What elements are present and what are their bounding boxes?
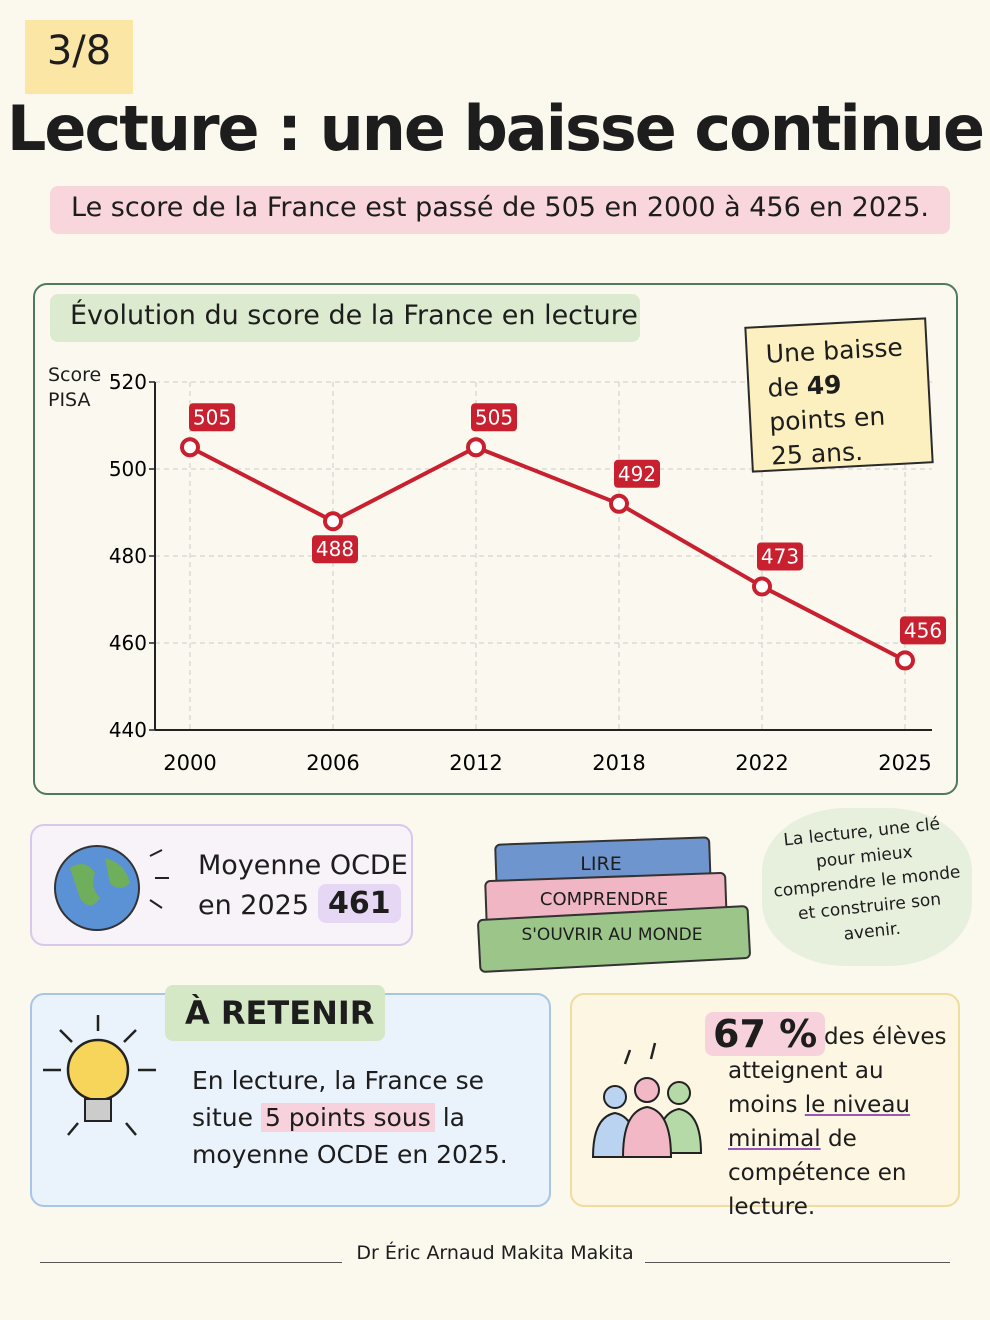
annotation-number: 49 (805, 369, 843, 401)
retenir-line: la moyenne OCDE en 2025. (192, 1103, 508, 1169)
students-text: des élèves atteignent au moins le niveau… (728, 1020, 948, 1224)
x-tick-label: 2012 (449, 751, 502, 775)
footer: Dr Éric Arnaud Makita Makita (356, 1242, 634, 1264)
y-tick-label: 460 (109, 631, 147, 655)
point (180, 437, 200, 458)
footer-rule (40, 1262, 342, 1263)
x-tick-label: 2025 (878, 751, 931, 775)
x-tick-label: 2006 (306, 751, 359, 775)
subtitle: Le score de la France est passé de 505 e… (71, 192, 929, 223)
book-label: S'OUVRIR AU MONDE (521, 925, 703, 945)
y-axis-label: Score PISA (48, 364, 102, 411)
point (609, 493, 629, 514)
retenir-title-bg (165, 985, 385, 1041)
people-icon (591, 1042, 703, 1158)
value-label-bg (312, 535, 358, 564)
value-label-bg (900, 616, 946, 645)
point (466, 437, 486, 458)
quote-bg (762, 808, 972, 966)
value-label: 473 (761, 544, 799, 568)
bulb-icon (43, 1015, 156, 1136)
chart-title-bg (50, 294, 640, 342)
footer-rule (645, 1262, 950, 1263)
annotation-box: Une baisse de 49 points en 25 ans. (744, 317, 934, 473)
annotation-text: points en 25 ans. (768, 401, 886, 471)
retenir-line: En lecture, la France se situe (192, 1066, 485, 1132)
students-line: de compétence en lecture. (728, 1126, 907, 1220)
badge-bg (25, 20, 133, 94)
value-label: 456 (904, 618, 942, 642)
subtitle-bg (50, 186, 950, 234)
y-tick-label: 480 (109, 544, 147, 568)
y-tick-label: 520 (109, 370, 147, 394)
chart-title: Évolution du score de la France en lectu… (70, 300, 638, 331)
line (189, 445, 906, 663)
y-tick-label: 500 (109, 457, 147, 481)
retenir-title: À RETENIR (185, 994, 375, 1032)
value-label-bg (471, 403, 517, 432)
students-underline: le niveau minimal (728, 1092, 911, 1152)
chart: 440 460 480 500 520 2000 2006 2012 2018 2022 2025 5… (109, 370, 946, 775)
globe-icon (54, 845, 169, 931)
oecd-value: 461 (318, 884, 401, 923)
value-label: 492 (618, 462, 656, 486)
x-tick-label: 2018 (592, 751, 645, 775)
students-value: 67 % (705, 1012, 826, 1056)
value-label-bg (614, 459, 660, 488)
value-label-bg (757, 542, 803, 571)
value-label: 505 (193, 405, 231, 429)
point (895, 650, 915, 671)
students-line: des élèves atteignent au moins (728, 1024, 947, 1118)
value-label-bg (189, 403, 235, 432)
value-label: 488 (316, 537, 354, 561)
badge: 3/8 (46, 28, 112, 74)
book-label: COMPRENDRE (539, 889, 669, 910)
value-label: 505 (475, 405, 513, 429)
oecd-label: Moyenne OCDE (198, 850, 408, 881)
point (752, 576, 772, 597)
x-tick-label: 2022 (735, 751, 788, 775)
x-tick-label: 2000 (163, 751, 216, 775)
point (323, 511, 343, 532)
oecd-year: en 2025 : (198, 890, 327, 921)
retenir-text: En lecture, la France se situe 5 points … (192, 1062, 542, 1173)
title: Lecture : une baisse continue (6, 92, 985, 165)
quote: La lecture, une clé pour mieux comprendr… (772, 814, 962, 945)
book-label: LIRE (580, 853, 622, 875)
retenir-highlight: 5 points sous (260, 1103, 435, 1132)
y-tick-label: 440 (109, 718, 147, 742)
